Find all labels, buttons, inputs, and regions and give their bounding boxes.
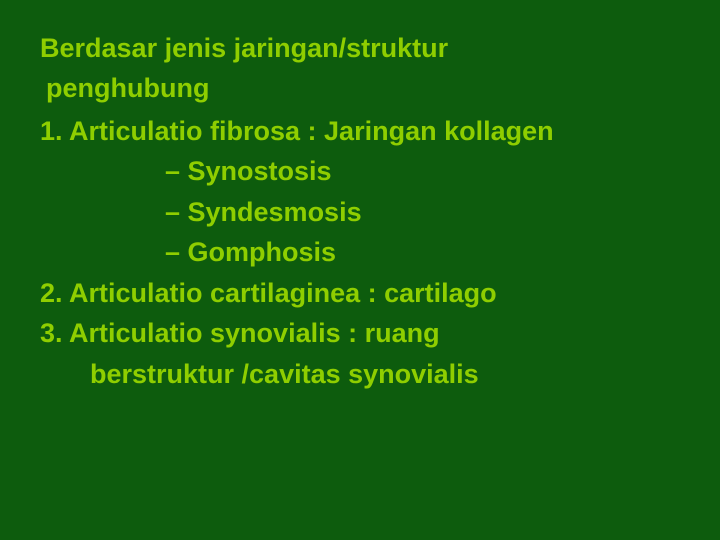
list-subitem: – Syndesmosis — [165, 192, 680, 233]
list-subitem: – Gomphosis — [165, 232, 680, 273]
heading-line1: Berdasar jenis jaringan/struktur — [40, 30, 680, 66]
list-item: 3. Articulatio synovialis : ruang — [40, 313, 680, 354]
slide-content: Berdasar jenis jaringan/struktur penghub… — [0, 0, 720, 540]
list-subitem: – Synostosis — [165, 151, 680, 192]
list-item-continuation: berstruktur /cavitas synovialis — [90, 354, 680, 395]
list-item: 2. Articulatio cartilaginea : cartilago — [40, 273, 680, 314]
list-item: 1. Articulatio fibrosa : Jaringan kollag… — [40, 111, 680, 152]
heading-line2: penghubung — [46, 70, 680, 106]
